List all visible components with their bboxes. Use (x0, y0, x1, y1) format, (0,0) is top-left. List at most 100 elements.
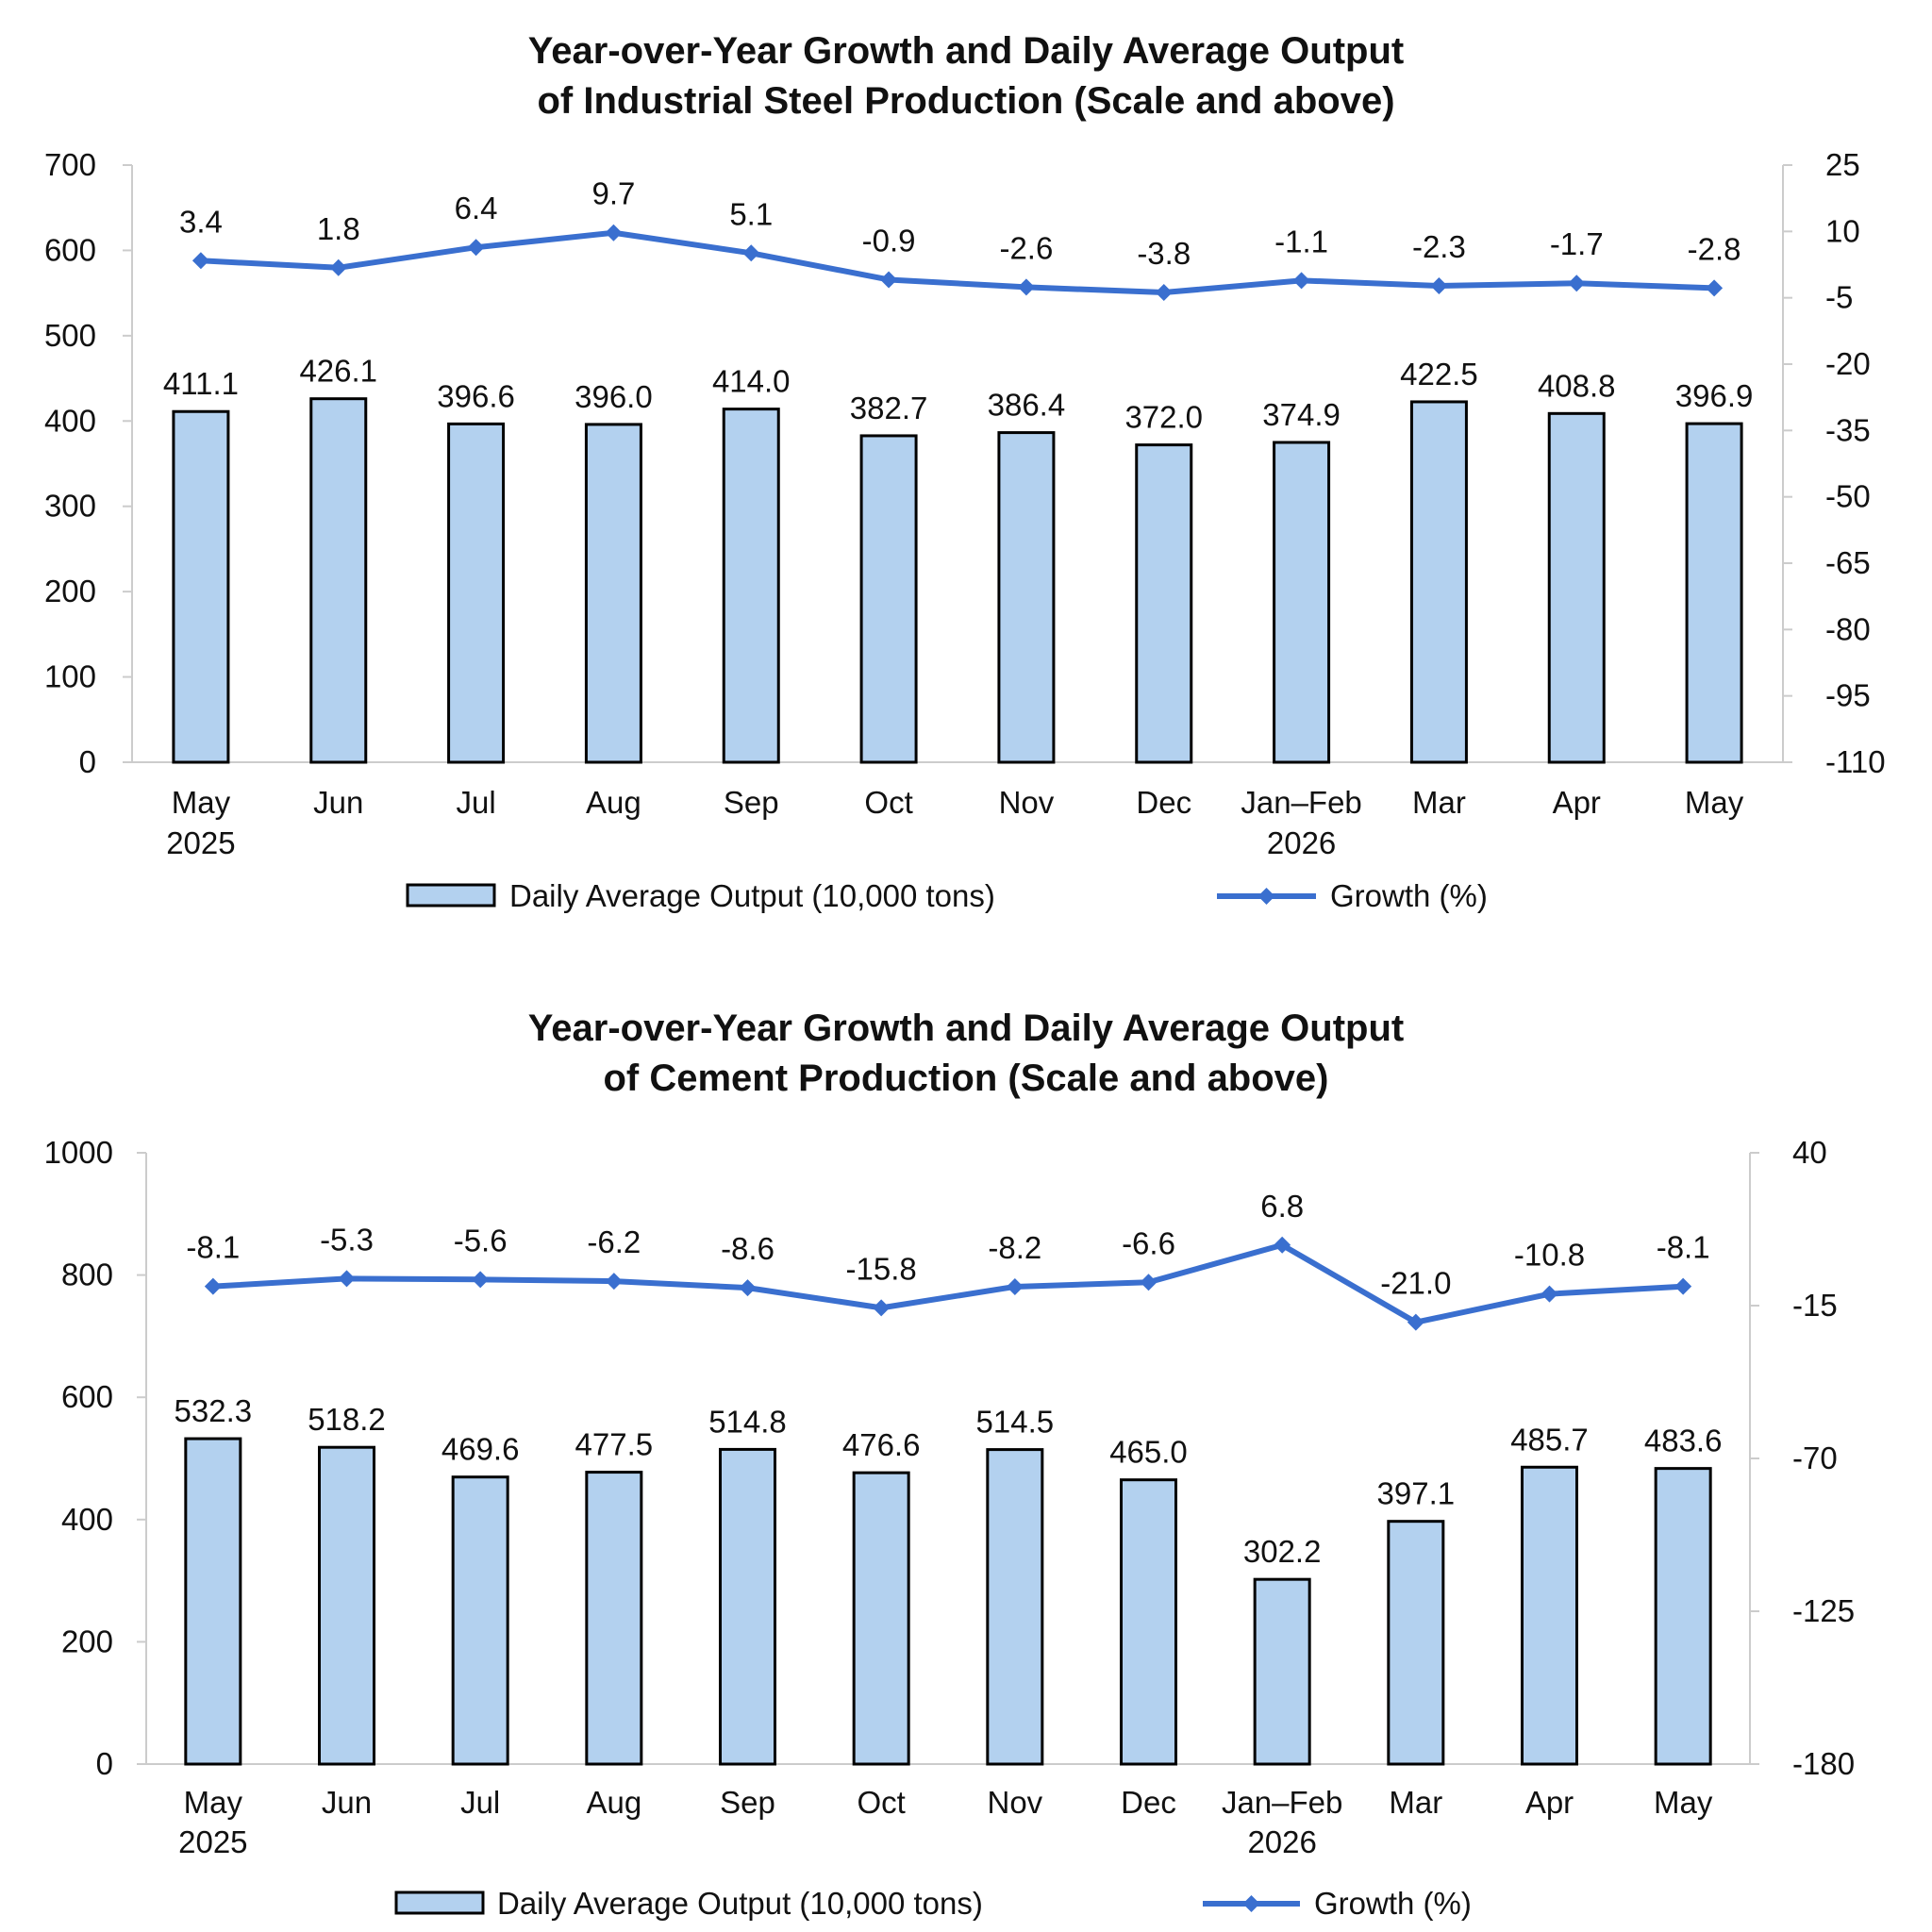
cement-bar (1120, 1478, 1177, 1766)
cement-legend-line-marker (1242, 1895, 1260, 1912)
cement-category-label: Apr (1525, 1785, 1574, 1820)
steel-bar (447, 422, 506, 764)
steel-growth-point (1706, 279, 1724, 297)
cement-bar (852, 1471, 910, 1766)
steel-bar (859, 434, 918, 764)
cement-bar (585, 1471, 643, 1766)
cement-bar-label: 465.0 (1109, 1435, 1188, 1470)
steel-growth-point (605, 224, 623, 242)
steel-category-label: Oct (864, 785, 912, 820)
steel-category-year-label: 2026 (1267, 825, 1336, 860)
steel-right-tick-label: -95 (1825, 678, 1871, 713)
cement-growth-point (1674, 1277, 1692, 1295)
cement-growth-label: 6.8 (1260, 1189, 1304, 1224)
steel-growth-label: -2.8 (1688, 231, 1741, 266)
steel-right-tick-label: -20 (1825, 346, 1871, 381)
cement-production-chart: 0 200 400 600 800 1000 -180 -125 -70 -15 40 532.3 51… (44, 1135, 1855, 1921)
cement-bar (1654, 1467, 1712, 1766)
cement-right-tick-label: -70 (1792, 1441, 1838, 1475)
cement-growth-label: -8.1 (186, 1230, 240, 1265)
cement-growth-point (605, 1273, 623, 1291)
steel-left-tick-label: 300 (44, 489, 96, 524)
cement-bar-label: 485.7 (1510, 1422, 1589, 1457)
steel-chart-title-line-2: of Industrial Steel Production (Scale an… (537, 80, 1395, 122)
cement-category-year-label: 2026 (1247, 1824, 1316, 1859)
cement-growth-point (1407, 1313, 1424, 1331)
steel-bar-label: 411.1 (163, 366, 239, 401)
steel-category-label: May (172, 785, 231, 820)
cement-growth-point (739, 1279, 757, 1297)
steel-bar-label: 374.9 (1262, 397, 1341, 432)
steel-bar-label: 386.4 (988, 388, 1066, 423)
cement-bar (184, 1437, 242, 1766)
cement-bar-label: 302.2 (1243, 1534, 1322, 1569)
cement-bar-label: 532.3 (175, 1393, 253, 1428)
steel-growth-label: -2.3 (1412, 229, 1466, 264)
steel-bar (584, 423, 642, 764)
steel-category-label: Aug (586, 785, 641, 820)
steel-category-label: Mar (1412, 785, 1466, 820)
cement-bar (719, 1447, 776, 1766)
cement-legend-bar-label: Daily Average Output (10,000 tons) (497, 1886, 983, 1921)
steel-growth-label: 5.1 (729, 196, 773, 231)
steel-production-chart: 0 100 200 300 400 500 600 700 -110 -95 -80 -65 -50 -3… (44, 147, 1886, 913)
steel-bar-label: 396.0 (575, 379, 653, 414)
cement-right-tick-label: -15 (1792, 1288, 1838, 1323)
steel-growth-label: 9.7 (591, 176, 635, 211)
cement-bar-label: 476.6 (842, 1427, 921, 1462)
steel-category-label: Sep (724, 785, 779, 820)
cement-left-tick-label: 800 (61, 1257, 113, 1292)
cement-bar-label: 483.6 (1644, 1424, 1723, 1458)
cement-chart-title-line-2: of Cement Production (Scale and above) (603, 1058, 1329, 1099)
cement-right-tick-label: -125 (1792, 1593, 1855, 1628)
steel-right-tick-label: -65 (1825, 545, 1871, 580)
cement-growth-line (212, 1241, 1684, 1325)
steel-bar (1547, 411, 1606, 764)
cement-legend-bar-swatch (394, 1890, 485, 1915)
cement-category-year-label: 2025 (178, 1824, 247, 1859)
steel-left-tick-label: 500 (44, 318, 96, 353)
cement-growth-label: -6.6 (1122, 1225, 1175, 1260)
cement-bar (318, 1445, 375, 1766)
cement-bar-label: 477.5 (575, 1427, 654, 1462)
steel-growth-point (1155, 284, 1173, 302)
steel-category-label: May (1685, 785, 1744, 820)
steel-bar-label: 396.6 (437, 378, 515, 413)
cement-category-label: Jul (460, 1785, 500, 1820)
cement-category-label: Nov (987, 1785, 1042, 1820)
steel-category-label: Jul (456, 785, 495, 820)
steel-left-tick-label: 0 (79, 744, 96, 779)
steel-legend-line-marker (1257, 888, 1275, 905)
cement-growth-label: -15.8 (846, 1251, 917, 1286)
cement-chart-title: Year-over-Year Growth and Daily Average … (0, 1004, 1932, 1104)
cement-growth-label: -10.8 (1514, 1238, 1585, 1273)
steel-chart-title: Year-over-Year Growth and Daily Average … (0, 26, 1932, 126)
steel-growth-point (880, 271, 898, 289)
cement-bar (986, 1448, 1044, 1766)
steel-bar (997, 431, 1056, 764)
steel-bar-label: 382.7 (850, 391, 928, 425)
cement-bar (451, 1475, 509, 1766)
steel-growth-label: -3.8 (1137, 236, 1191, 271)
steel-bar (1409, 400, 1468, 764)
cement-category-label: Oct (857, 1785, 905, 1820)
cement-growth-point (1274, 1236, 1291, 1254)
steel-chart-title-line-1: Year-over-Year Growth and Daily Average … (527, 30, 1405, 72)
steel-right-tick-label: -50 (1825, 479, 1871, 514)
steel-right-tick-label: -80 (1825, 611, 1871, 646)
cement-growth-label: -8.2 (988, 1230, 1041, 1265)
steel-growth-label: 3.4 (179, 204, 223, 239)
steel-growth-label: 1.8 (317, 211, 360, 246)
cement-growth-point (1541, 1285, 1558, 1303)
cement-category-label: May (1654, 1785, 1713, 1820)
cement-bar-label: 514.8 (708, 1404, 787, 1439)
cement-bar-label: 469.6 (441, 1432, 520, 1467)
cement-chart-title-line-1: Year-over-Year Growth and Daily Average … (527, 1008, 1405, 1049)
cement-growth-label: -5.3 (320, 1222, 374, 1257)
steel-growth-label: 6.4 (455, 191, 498, 225)
steel-bar (722, 408, 780, 764)
steel-left-tick-label: 400 (44, 403, 96, 438)
cement-bar-label: 518.2 (308, 1402, 386, 1437)
cement-left-tick-label: 1000 (44, 1135, 113, 1170)
cement-left-tick-label: 400 (61, 1502, 113, 1537)
